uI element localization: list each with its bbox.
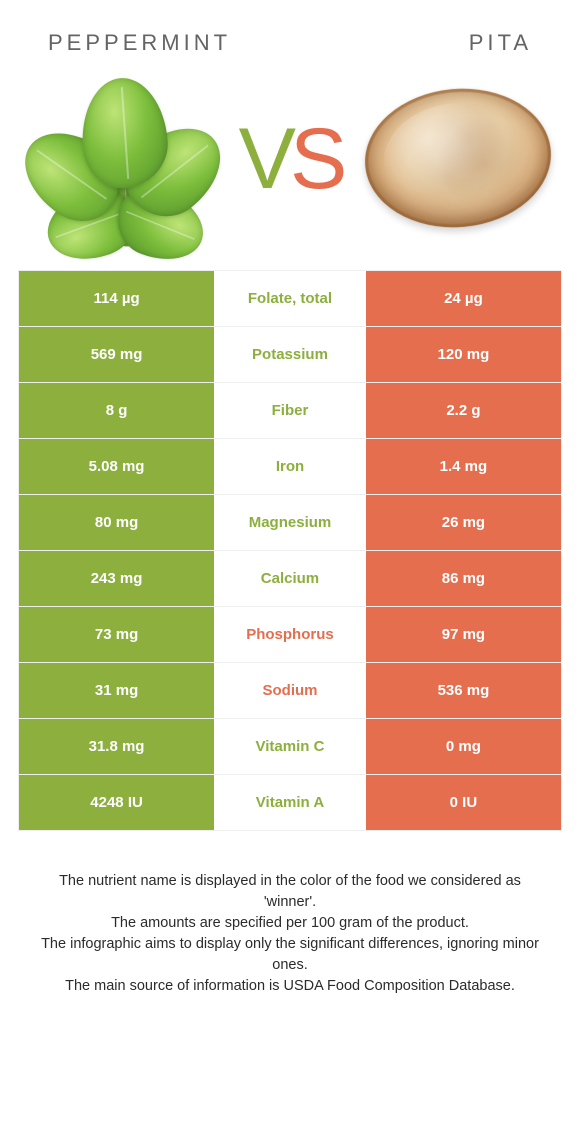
comparison-table: 114 µgFolate, total24 µg569 mgPotassium1…: [18, 270, 562, 831]
footer-line: The infographic aims to display only the…: [40, 934, 540, 976]
nutrient-label: Folate, total: [214, 271, 366, 326]
nutrient-label: Calcium: [214, 551, 366, 606]
table-row: 114 µgFolate, total24 µg: [19, 271, 561, 327]
left-value: 73 mg: [19, 607, 214, 662]
table-row: 8 gFiber2.2 g: [19, 383, 561, 439]
peppermint-illustration: [24, 74, 219, 244]
left-value: 31.8 mg: [19, 719, 214, 774]
footer-line: The main source of information is USDA F…: [40, 976, 540, 997]
table-row: 4248 IUVitamin A0 IU: [19, 775, 561, 831]
left-value: 31 mg: [19, 663, 214, 718]
nutrient-label: Fiber: [214, 383, 366, 438]
vs-s: S: [290, 111, 341, 207]
title-right: PITA: [469, 30, 532, 56]
nutrient-label: Iron: [214, 439, 366, 494]
footer-notes: The nutrient name is displayed in the co…: [18, 831, 562, 997]
left-value: 569 mg: [19, 327, 214, 382]
nutrient-label: Vitamin C: [214, 719, 366, 774]
titles-row: PEPPERMINT PITA: [18, 20, 562, 74]
left-value: 243 mg: [19, 551, 214, 606]
left-value: 5.08 mg: [19, 439, 214, 494]
title-left: PEPPERMINT: [48, 30, 231, 56]
right-value: 24 µg: [366, 271, 561, 326]
right-value: 2.2 g: [366, 383, 561, 438]
nutrient-label: Sodium: [214, 663, 366, 718]
vs-label: VS: [239, 110, 342, 209]
pita-image: [361, 74, 556, 244]
right-value: 97 mg: [366, 607, 561, 662]
infographic-container: PEPPERMINT PITA VS 114 µgFolate, total24…: [0, 0, 580, 1017]
footer-line: The nutrient name is displayed in the co…: [40, 871, 540, 913]
nutrient-label: Magnesium: [214, 495, 366, 550]
peppermint-image: [24, 74, 219, 244]
right-value: 0 IU: [366, 775, 561, 830]
right-value: 536 mg: [366, 663, 561, 718]
table-row: 31 mgSodium536 mg: [19, 663, 561, 719]
right-value: 86 mg: [366, 551, 561, 606]
right-value: 1.4 mg: [366, 439, 561, 494]
pita-illustration: [361, 77, 556, 242]
right-value: 0 mg: [366, 719, 561, 774]
right-value: 120 mg: [366, 327, 561, 382]
vs-v: V: [239, 111, 290, 207]
table-row: 243 mgCalcium86 mg: [19, 551, 561, 607]
left-value: 80 mg: [19, 495, 214, 550]
left-value: 8 g: [19, 383, 214, 438]
nutrient-label: Potassium: [214, 327, 366, 382]
nutrient-label: Vitamin A: [214, 775, 366, 830]
hero-row: VS: [18, 74, 562, 270]
table-row: 73 mgPhosphorus97 mg: [19, 607, 561, 663]
table-row: 80 mgMagnesium26 mg: [19, 495, 561, 551]
table-row: 31.8 mgVitamin C0 mg: [19, 719, 561, 775]
right-value: 26 mg: [366, 495, 561, 550]
footer-line: The amounts are specified per 100 gram o…: [40, 913, 540, 934]
left-value: 114 µg: [19, 271, 214, 326]
nutrient-label: Phosphorus: [214, 607, 366, 662]
table-row: 5.08 mgIron1.4 mg: [19, 439, 561, 495]
left-value: 4248 IU: [19, 775, 214, 830]
table-row: 569 mgPotassium120 mg: [19, 327, 561, 383]
